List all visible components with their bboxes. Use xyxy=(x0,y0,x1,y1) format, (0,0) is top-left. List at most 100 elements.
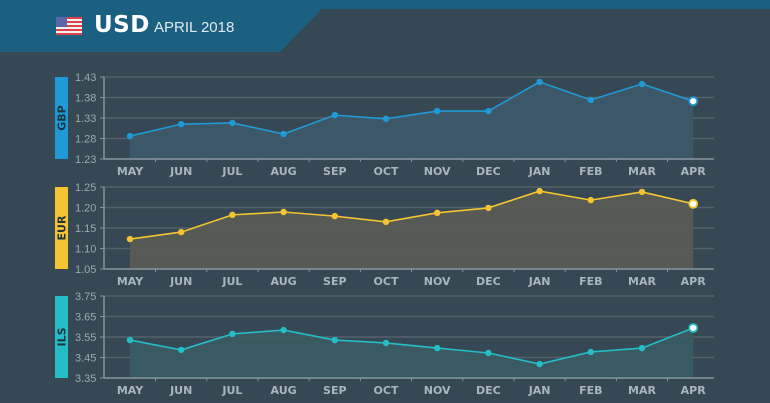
eur-xtick-label: MAY xyxy=(117,275,144,288)
eur-xtick-label: APR xyxy=(681,275,707,288)
ils-data-point xyxy=(638,344,646,352)
ils-data-point xyxy=(178,346,185,354)
gbp-ytick-label: 1.28 xyxy=(75,134,96,146)
eur-xtick-label: OCT xyxy=(374,275,399,288)
eur-data-point xyxy=(587,196,594,204)
eur-xtick-label: MAR xyxy=(628,275,656,288)
eur-line xyxy=(129,190,694,240)
eur-badge xyxy=(55,187,68,269)
eur-ytick-label: 1.05 xyxy=(75,264,96,276)
gbp-data-point xyxy=(587,96,594,104)
eur-xtick-label: NOV xyxy=(424,275,451,288)
ils-xtick-label: AUG xyxy=(271,384,297,397)
report-date: APRIL 2018 xyxy=(154,19,235,36)
ils-data-point xyxy=(126,336,134,344)
ils-data-point xyxy=(229,330,236,338)
ils-ytick-label: 3.35 xyxy=(75,373,96,385)
gbp-badge-label: GBP xyxy=(56,105,69,130)
gbp-ytick-label: 1.23 xyxy=(75,154,96,166)
eur-ytick-label: 1.20 xyxy=(75,203,96,215)
gbp-data-point xyxy=(331,111,338,119)
eur-xtick-label: DEC xyxy=(476,275,501,288)
gbp-area xyxy=(130,81,694,159)
ils-data-point xyxy=(536,360,543,368)
eur-xtick-label: FEB xyxy=(579,275,602,288)
gbp-xtick-label: JUL xyxy=(221,165,242,178)
gbp-xtick-label: JAN xyxy=(528,165,551,178)
gbp-xtick-label: OCT xyxy=(374,165,399,178)
gbp-data-point xyxy=(382,115,390,123)
eur-data-point xyxy=(536,187,543,195)
ils-xtick-label: JUN xyxy=(169,384,192,397)
ils-xtick-label: JUL xyxy=(221,384,242,397)
eur-area xyxy=(130,191,694,269)
gbp-data-point xyxy=(434,107,441,115)
gbp-current-point xyxy=(688,96,699,107)
eur-data-point xyxy=(638,188,646,196)
gbp-ytick-label: 1.33 xyxy=(75,113,96,125)
gbp-xtick-label: SEP xyxy=(323,165,347,178)
ils-xtick-label: MAR xyxy=(628,384,656,397)
ils-xtick-label: JAN xyxy=(528,384,551,397)
eur-data-point xyxy=(178,228,185,236)
ils-xtick-label: APR xyxy=(681,384,707,397)
gbp-ytick-label: 1.43 xyxy=(75,72,96,84)
gbp-line xyxy=(129,81,694,137)
eur-xtick-label: JUN xyxy=(169,275,192,288)
eur-data-point xyxy=(280,208,287,216)
gbp-xtick-label: MAY xyxy=(117,165,144,178)
ils-xtick-label: OCT xyxy=(374,384,399,397)
ils-ytick-label: 3.55 xyxy=(75,332,96,344)
eur-xtick-label: AUG xyxy=(271,275,297,288)
ils-xtick-label: SEP xyxy=(323,384,347,397)
gbp-data-point xyxy=(229,119,236,127)
gbp-xtick-label: DEC xyxy=(476,165,501,178)
ils-current-point xyxy=(688,323,699,333)
ils-data-point xyxy=(331,336,338,344)
ils-line xyxy=(129,327,694,365)
eur-ytick-label: 1.25 xyxy=(75,182,96,194)
gbp-data-point xyxy=(280,130,287,138)
ils-xtick-label: FEB xyxy=(579,384,602,397)
ils-data-point xyxy=(280,326,287,334)
eur-data-point xyxy=(331,212,338,220)
gbp-xtick-label: MAR xyxy=(628,165,656,178)
ils-ytick-label: 3.65 xyxy=(75,312,96,324)
ils-data-point xyxy=(485,349,492,357)
ils-ytick-label: 3.75 xyxy=(75,291,96,303)
eur-xtick-label: JAN xyxy=(528,275,551,288)
eur-xtick-label: SEP xyxy=(323,275,347,288)
eur-data-point xyxy=(126,235,134,243)
eur-data-point xyxy=(382,218,390,226)
us-flag-icon xyxy=(56,17,82,35)
gbp-badge xyxy=(55,77,68,159)
eur-xtick-label: JUL xyxy=(221,275,242,288)
gbp-ytick-label: 1.38 xyxy=(75,93,96,105)
eur-badge-label: EUR xyxy=(56,215,69,240)
ils-xtick-label: NOV xyxy=(424,384,451,397)
ils-data-point xyxy=(382,339,390,347)
ils-area xyxy=(130,327,694,378)
gbp-xtick-label: NOV xyxy=(424,165,451,178)
ils-data-point xyxy=(587,348,594,356)
gbp-xtick-label: APR xyxy=(681,165,707,178)
eur-data-point xyxy=(229,211,236,219)
header-banner xyxy=(0,0,770,52)
gbp-xtick-label: JUN xyxy=(169,165,192,178)
gbp-xtick-label: FEB xyxy=(579,165,602,178)
gbp-data-point xyxy=(638,80,646,88)
eur-ytick-label: 1.15 xyxy=(75,223,96,235)
eur-data-point xyxy=(485,204,492,212)
gbp-data-point xyxy=(178,120,185,128)
ils-xtick-label: DEC xyxy=(476,384,501,397)
ils-data-point xyxy=(434,344,441,352)
currency-title: USD xyxy=(94,12,150,38)
eur-data-point xyxy=(434,209,441,217)
gbp-data-point xyxy=(126,132,134,140)
gbp-xtick-label: AUG xyxy=(271,165,297,178)
eur-ytick-label: 1.10 xyxy=(75,244,96,256)
ils-badge-label: ILS xyxy=(56,327,69,346)
eur-current-point xyxy=(688,198,699,209)
ils-badge xyxy=(55,296,68,378)
